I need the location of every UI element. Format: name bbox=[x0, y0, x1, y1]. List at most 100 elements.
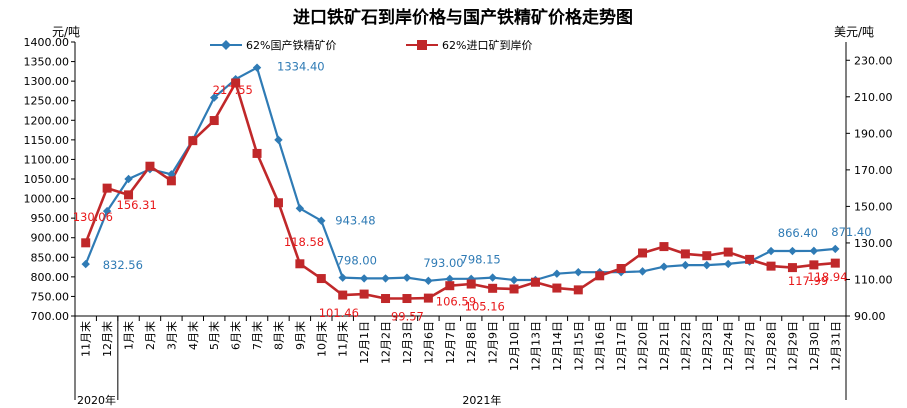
y-left-tick-label: 1400.00 bbox=[24, 36, 70, 49]
data-point-import bbox=[209, 116, 219, 126]
chart-title: 进口铁矿石到岸价格与国产铁精矿价格走势图 bbox=[293, 7, 633, 28]
x-tick-label: 10月末 bbox=[314, 321, 328, 357]
x-tick-label: 12月31日 bbox=[829, 321, 842, 371]
data-point-domestic bbox=[638, 267, 647, 276]
x-tick-label: 12月3日 bbox=[401, 321, 414, 364]
data-point-import bbox=[552, 283, 562, 293]
data-point-domestic bbox=[809, 246, 819, 256]
x-tick-label: 12月13日 bbox=[529, 321, 542, 371]
data-label-domestic: 871.40 bbox=[831, 225, 871, 239]
data-point-domestic bbox=[766, 246, 776, 256]
data-point-domestic bbox=[81, 259, 90, 269]
series-line-domestic bbox=[84, 66, 836, 282]
data-point-domestic bbox=[724, 259, 733, 269]
data-point-import bbox=[530, 277, 540, 287]
x-tick-label: 12月8日 bbox=[465, 321, 478, 364]
data-label-import: 118.94 bbox=[807, 270, 847, 284]
data-label-import: 99.57 bbox=[391, 310, 424, 324]
data-point-domestic bbox=[167, 170, 176, 179]
markers bbox=[81, 63, 840, 304]
data-point-import bbox=[145, 161, 155, 171]
x-tick-label: 12月7日 bbox=[444, 321, 457, 364]
x-tick-label: 12月17日 bbox=[615, 321, 628, 371]
data-point-domestic bbox=[509, 275, 519, 285]
x-tick-label: 12月29日 bbox=[786, 321, 799, 371]
data-point-import bbox=[316, 274, 326, 284]
data-label-import: 101.46 bbox=[319, 306, 359, 320]
data-label-domestic: 798.00 bbox=[337, 254, 377, 268]
data-point-domestic bbox=[295, 204, 305, 213]
x-tick-label: 1月末 bbox=[122, 321, 136, 350]
data-point-import bbox=[745, 254, 755, 264]
y-left-tick-label: 1100.00 bbox=[24, 153, 70, 166]
data-label-import: 118.58 bbox=[284, 235, 324, 249]
data-label-domestic: 943.48 bbox=[335, 214, 375, 228]
data-point-import bbox=[423, 293, 433, 303]
data-point-domestic bbox=[381, 274, 390, 283]
y-right-tick-label: 230.00 bbox=[854, 54, 893, 67]
x-tick-label: 2月末 bbox=[143, 321, 157, 350]
legend-item-import: 62%进口矿到岸价 bbox=[406, 39, 532, 52]
data-label-domestic: 866.40 bbox=[778, 226, 818, 240]
data-point-domestic bbox=[102, 206, 112, 216]
year-label: 2021年 bbox=[462, 393, 501, 407]
data-label-domestic: 1334.40 bbox=[277, 60, 325, 74]
x-tick-label: 12月22日 bbox=[679, 321, 692, 371]
data-point-import bbox=[766, 261, 776, 271]
y-left-tick-label: 850.00 bbox=[31, 251, 70, 264]
y-left-tick-label: 800.00 bbox=[31, 271, 70, 284]
data-point-import bbox=[787, 263, 797, 273]
y-left-tick-label: 1250.00 bbox=[24, 95, 70, 108]
x-tick-label: 6月末 bbox=[229, 321, 243, 350]
data-label-domestic: 798.15 bbox=[461, 253, 501, 267]
data-point-domestic bbox=[574, 267, 583, 277]
data-point-import bbox=[445, 281, 455, 291]
data-point-import bbox=[381, 294, 391, 304]
y-left-tick-label: 750.00 bbox=[31, 290, 70, 303]
x-tick-label: 12月末 bbox=[100, 321, 114, 357]
data-point-domestic bbox=[788, 246, 797, 256]
data-point-domestic bbox=[274, 135, 283, 145]
x-tick-label: 12月16日 bbox=[594, 321, 607, 371]
data-point-domestic bbox=[252, 63, 262, 72]
data-point-import bbox=[295, 259, 305, 269]
data-point-import bbox=[466, 279, 476, 289]
data-point-import bbox=[359, 289, 369, 299]
y-left-unit: 元/吨 bbox=[52, 25, 80, 39]
data-point-domestic bbox=[659, 262, 669, 271]
x-tick-label: 11月末 bbox=[336, 321, 350, 357]
data-point-domestic bbox=[317, 216, 326, 225]
x-tick-label: 12月30日 bbox=[808, 321, 821, 371]
x-tick-label: 12月6日 bbox=[422, 321, 435, 364]
y-left-tick-label: 900.00 bbox=[31, 232, 70, 245]
year-label: 2020年 bbox=[77, 393, 116, 407]
data-point-import bbox=[166, 176, 176, 186]
x-tick-label: 12月24日 bbox=[722, 321, 735, 371]
data-point-import bbox=[809, 260, 819, 270]
data-label-import: 217.55 bbox=[213, 83, 253, 97]
data-point-domestic bbox=[552, 269, 562, 278]
data-point-domestic bbox=[488, 273, 497, 282]
x-tick-label: 12月15日 bbox=[572, 321, 585, 371]
data-point-import bbox=[252, 148, 262, 158]
y-right-tick-label: 210.00 bbox=[854, 91, 893, 104]
legend-label-import: 62%进口矿到岸价 bbox=[442, 39, 532, 52]
data-point-domestic bbox=[445, 274, 454, 284]
x-tick-label: 3月末 bbox=[164, 321, 178, 350]
data-point-domestic bbox=[210, 93, 219, 102]
x-tick-label: 12月23日 bbox=[701, 321, 714, 371]
x-tick-label: 7月末 bbox=[250, 321, 264, 350]
data-point-domestic bbox=[681, 260, 690, 270]
data-point-import bbox=[509, 284, 519, 294]
data-point-import bbox=[402, 294, 412, 304]
x-tick-label: 12月20日 bbox=[637, 321, 650, 371]
y-right-unit: 美元/吨 bbox=[834, 25, 874, 39]
legend-item-domestic: 62%国产铁精矿价 bbox=[210, 38, 336, 52]
data-point-import bbox=[723, 247, 733, 257]
y-left-tick-label: 950.00 bbox=[31, 212, 70, 225]
data-point-import bbox=[638, 248, 648, 258]
x-tick-label: 5月末 bbox=[207, 321, 221, 350]
y-left-tick-label: 1000.00 bbox=[24, 193, 70, 206]
